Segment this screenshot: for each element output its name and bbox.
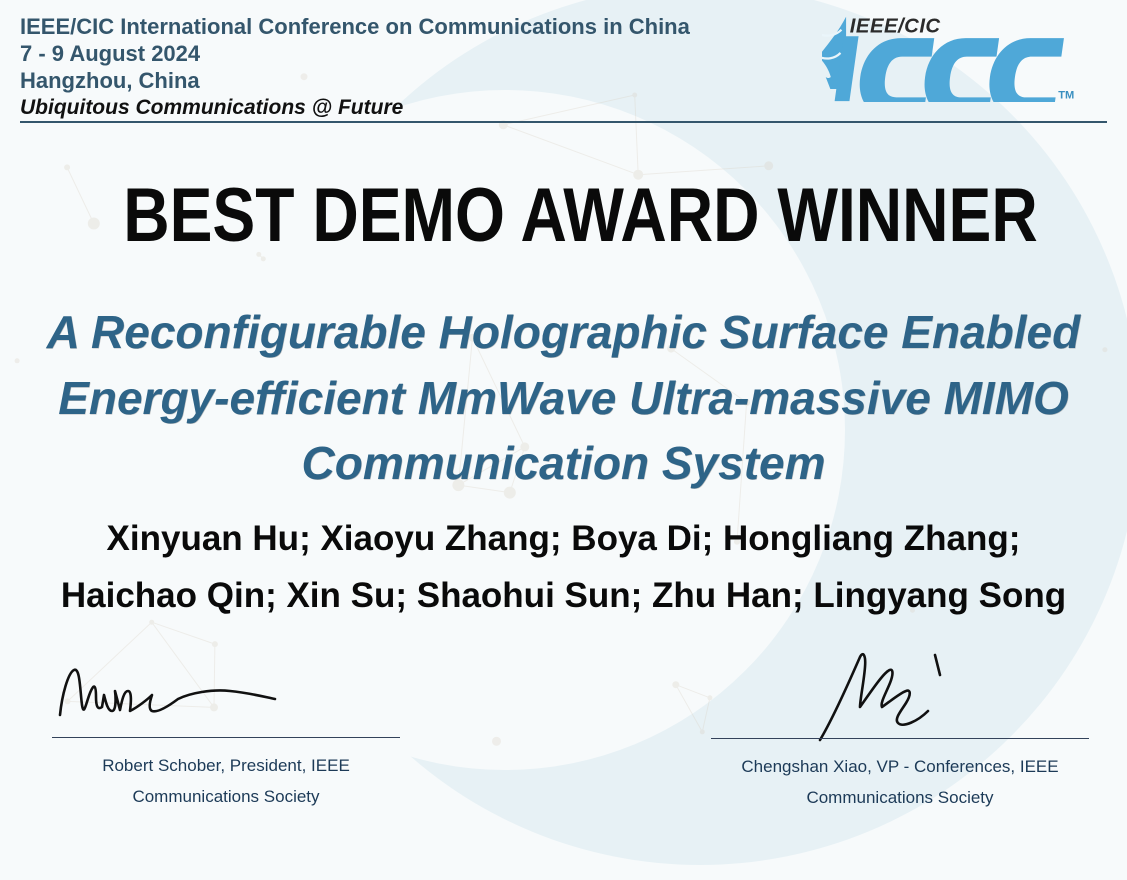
svg-text:TM: TM <box>1058 89 1074 101</box>
svg-text:IEEE/CIC: IEEE/CIC <box>850 16 941 38</box>
